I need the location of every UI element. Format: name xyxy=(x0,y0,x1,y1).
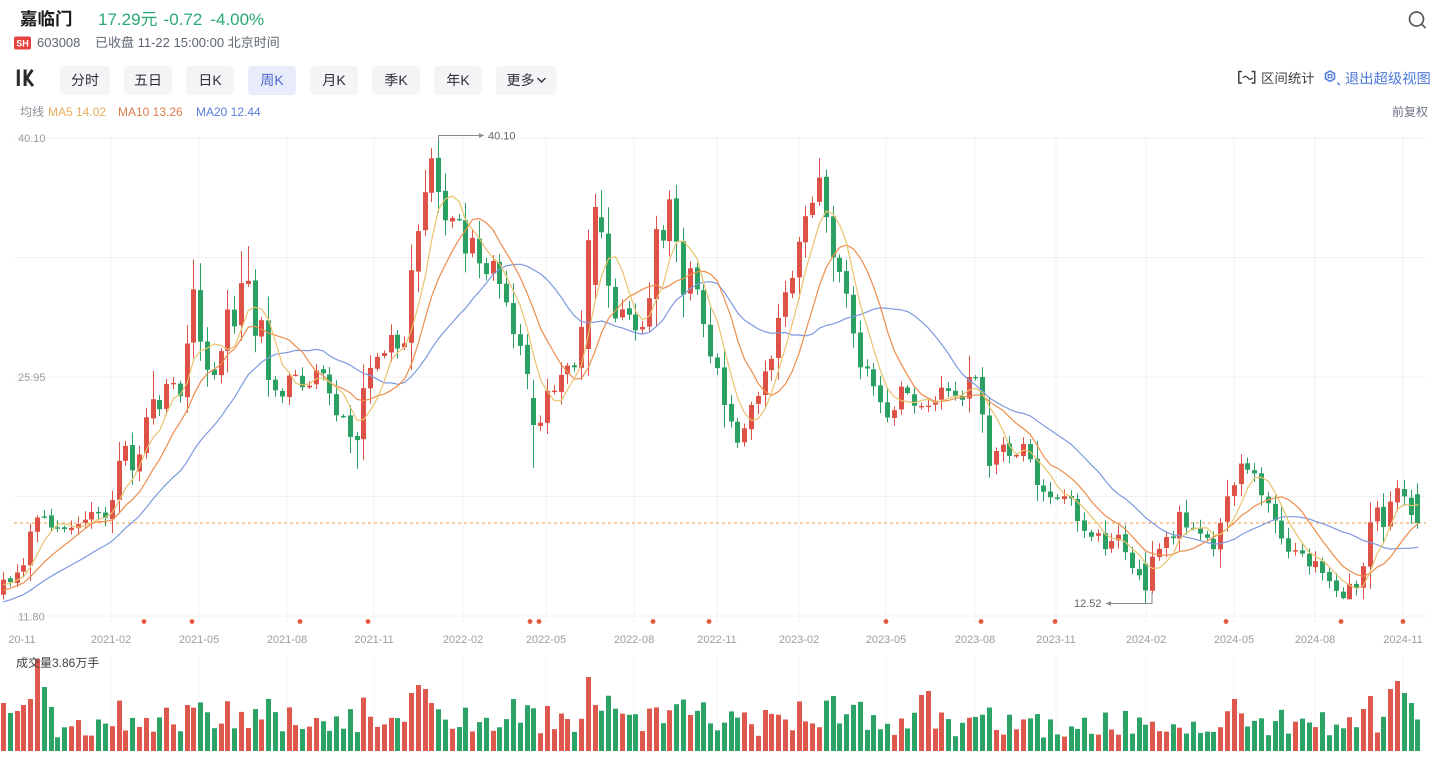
svg-text:40.10: 40.10 xyxy=(488,131,516,143)
svg-text:2022-05: 2022-05 xyxy=(526,634,566,646)
svg-text:MA20 12.44: MA20 12.44 xyxy=(196,105,261,119)
svg-text:2022-11: 2022-11 xyxy=(697,634,737,646)
svg-text:-0.72: -0.72 xyxy=(164,10,203,29)
svg-text:2021-11: 2021-11 xyxy=(354,634,394,646)
svg-text:603008: 603008 xyxy=(37,35,80,50)
svg-text:2024-02: 2024-02 xyxy=(1126,634,1166,646)
svg-text:K: K xyxy=(460,72,470,88)
svg-text:25.95: 25.95 xyxy=(18,372,46,384)
svg-text:20-11: 20-11 xyxy=(8,634,35,646)
svg-text:2021-08: 2021-08 xyxy=(267,634,307,646)
svg-text:K: K xyxy=(336,72,346,88)
svg-text:2021-02: 2021-02 xyxy=(91,634,131,646)
svg-text:40.10: 40.10 xyxy=(18,133,46,145)
svg-text:SH: SH xyxy=(16,39,29,49)
svg-text:2023-05: 2023-05 xyxy=(866,634,906,646)
svg-text:MA5 14.02: MA5 14.02 xyxy=(48,105,106,119)
svg-text:K: K xyxy=(212,72,222,88)
svg-text:2021-05: 2021-05 xyxy=(179,634,219,646)
svg-text:3.86: 3.86 xyxy=(52,656,76,670)
svg-text:2023-11: 2023-11 xyxy=(1036,634,1076,646)
svg-text:-4.00%: -4.00% xyxy=(210,10,264,29)
svg-text:2023-08: 2023-08 xyxy=(955,634,995,646)
svg-text:11.80: 11.80 xyxy=(18,612,45,624)
svg-text:2024-08: 2024-08 xyxy=(1295,634,1335,646)
svg-text:2022-02: 2022-02 xyxy=(443,634,483,646)
svg-text:K: K xyxy=(274,72,284,88)
svg-text:11-22 15:00:00: 11-22 15:00:00 xyxy=(134,35,228,50)
svg-text:2022-08: 2022-08 xyxy=(614,634,654,646)
svg-text:2024-05: 2024-05 xyxy=(1214,634,1254,646)
svg-text:12.52: 12.52 xyxy=(1074,598,1102,610)
svg-text:2024-11: 2024-11 xyxy=(1383,634,1423,646)
svg-text:2023-02: 2023-02 xyxy=(779,634,819,646)
svg-text:MA10 13.26: MA10 13.26 xyxy=(118,105,183,119)
svg-text:K: K xyxy=(398,72,408,88)
svg-text:17.29: 17.29 xyxy=(98,10,141,29)
